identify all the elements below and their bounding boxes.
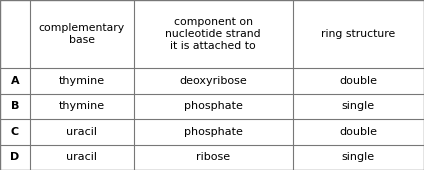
- Text: ribose: ribose: [196, 152, 230, 162]
- Text: deoxyribose: deoxyribose: [179, 76, 247, 86]
- Text: phosphate: phosphate: [184, 127, 243, 137]
- Text: uracil: uracil: [66, 127, 97, 137]
- Text: B: B: [11, 101, 19, 111]
- Text: single: single: [342, 101, 375, 111]
- Text: component on
nucleotide strand
it is attached to: component on nucleotide strand it is att…: [165, 17, 261, 51]
- Text: thymine: thymine: [59, 101, 105, 111]
- Text: D: D: [10, 152, 20, 162]
- Text: A: A: [11, 76, 19, 86]
- Text: uracil: uracil: [66, 152, 97, 162]
- Text: phosphate: phosphate: [184, 101, 243, 111]
- Text: complementary
base: complementary base: [39, 23, 125, 45]
- Text: single: single: [342, 152, 375, 162]
- Text: C: C: [11, 127, 19, 137]
- Text: thymine: thymine: [59, 76, 105, 86]
- Text: double: double: [339, 76, 377, 86]
- Text: ring structure: ring structure: [321, 29, 396, 39]
- Text: double: double: [339, 127, 377, 137]
